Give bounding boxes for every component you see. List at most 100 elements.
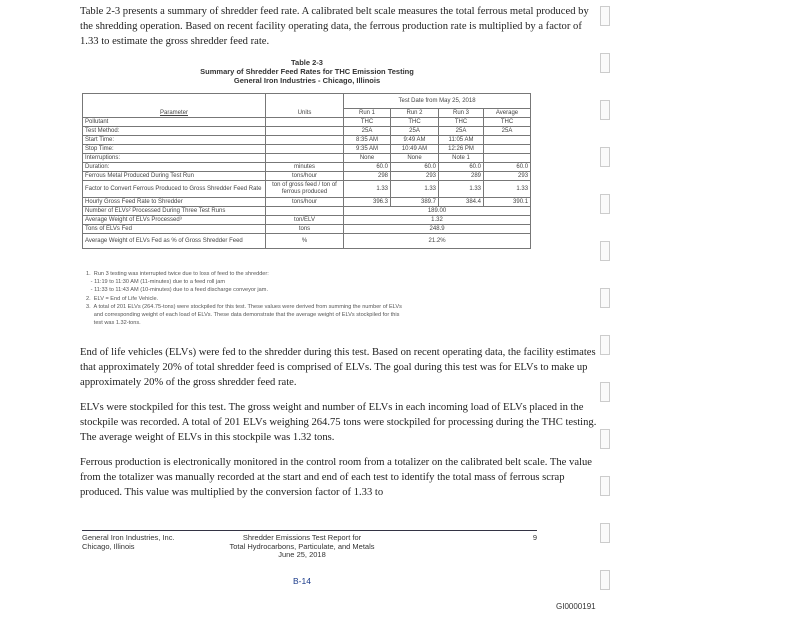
margin-marker bbox=[600, 429, 610, 449]
units-cell: tons/hour bbox=[265, 171, 344, 181]
body-paragraph: End of life vehicles (ELVs) were fed to … bbox=[80, 347, 596, 388]
value-cell: 60.0 bbox=[438, 162, 484, 172]
body-paragraph: ELVs were stockpiled for this test. The … bbox=[80, 402, 597, 443]
bates-number: GI0000191 bbox=[556, 602, 596, 611]
table-subtitle: General Iron Industries - Chicago, Illin… bbox=[233, 76, 381, 85]
value-cell: THC bbox=[438, 117, 484, 127]
value-cell: None bbox=[343, 153, 391, 163]
footnote: 3. A total of 201 ELVs (264.75-tons) wer… bbox=[86, 303, 402, 310]
parameter-cell: Stop Time: bbox=[82, 144, 266, 154]
margin-marker bbox=[600, 194, 610, 214]
table-row: Tons of ELVs Fed tons 248.9 bbox=[82, 224, 532, 234]
parameter-cell: Test Method: bbox=[82, 126, 266, 136]
margin-marker bbox=[600, 382, 610, 402]
value-cell: 9:35 AM bbox=[343, 144, 391, 154]
value-cell: 60.0 bbox=[482, 162, 532, 172]
value-cell: 25A bbox=[438, 126, 484, 136]
table-row: Average Weight of ELVs Fed as % of Gross… bbox=[82, 233, 532, 249]
parameter-cell: Ferrous Metal Produced During Test Run bbox=[82, 171, 266, 181]
units-cell bbox=[265, 144, 344, 154]
table-title: Summary of Shredder Feed Rates for THC E… bbox=[200, 67, 414, 76]
units-cell bbox=[265, 206, 344, 216]
value-cell: Note 1 bbox=[438, 153, 484, 163]
margin-marker bbox=[600, 476, 610, 496]
page-footer: General Iron Industries, Inc. Chicago, I… bbox=[82, 530, 537, 585]
header-parameter: Parameter bbox=[82, 93, 266, 118]
value-cell: 189.00 bbox=[342, 206, 532, 216]
feed-rate-table: Parameter Units Test Date from May 25, 201… bbox=[82, 93, 532, 249]
header-run: Average bbox=[482, 108, 532, 118]
margin-marker bbox=[600, 6, 610, 26]
footer-city: Chicago, Illinois bbox=[82, 541, 135, 551]
header-run: Run 2 bbox=[390, 108, 439, 118]
footer-report-title: Shredder Emissions Test Report for bbox=[242, 533, 362, 542]
value-cell: 21.2% bbox=[342, 233, 532, 249]
value-cell: 11:05 AM bbox=[438, 135, 484, 145]
margin-marker bbox=[600, 523, 610, 543]
footnote: test was 1.32-tons. bbox=[86, 320, 141, 327]
value-cell: 12:26 PM bbox=[438, 144, 484, 154]
units-cell bbox=[265, 153, 344, 163]
table-row: Start Time: 8:35 AM 9:49 AM 11:05 AM bbox=[82, 135, 532, 145]
units-cell bbox=[265, 117, 344, 127]
table-row: Duration: minutes 60.0 60.0 60.0 60.0 bbox=[82, 162, 532, 172]
header-run: Run 1 bbox=[343, 108, 391, 118]
value-cell: 60.0 bbox=[343, 162, 391, 172]
value-cell: 10:49 AM bbox=[390, 144, 439, 154]
footnote: - 11:19 to 11:30 AM (11-minutes) due to … bbox=[86, 279, 225, 286]
value-cell: THC bbox=[390, 117, 439, 127]
table-row: Test Method: 25A 25A 25A 25A bbox=[82, 126, 532, 136]
margin-marker bbox=[600, 570, 610, 590]
value-cell: 8:35 AM bbox=[343, 135, 391, 145]
page-number: 9 bbox=[532, 533, 537, 542]
table-footnotes: 1. Run 3 testing was interrupted twice d… bbox=[86, 270, 546, 327]
parameter-cell: Average Weight of ELVs Fed as % of Gross… bbox=[82, 233, 266, 249]
units-cell: tons/hour bbox=[265, 197, 344, 207]
value-cell: 1.33 bbox=[438, 180, 484, 198]
value-cell: 60.0 bbox=[390, 162, 439, 172]
units-cell: minutes bbox=[265, 162, 344, 172]
parameter-cell: Start Time: bbox=[82, 135, 266, 145]
parameter-cell: Duration: bbox=[82, 162, 266, 172]
value-cell: 25A bbox=[343, 126, 391, 136]
footnote: - 11:33 to 11:43 AM (10-minutes) due to … bbox=[86, 287, 268, 294]
header-units: Units bbox=[265, 93, 344, 118]
units-cell: tons bbox=[265, 224, 344, 234]
header-run: Run 3 bbox=[438, 108, 484, 118]
table-caption: Table 2-3 Summary of Shredder Feed Rates… bbox=[82, 58, 532, 85]
intro-paragraph: Table 2-3 presents a summary of shredder… bbox=[80, 6, 589, 47]
parameter-cell: Pollutant bbox=[82, 117, 266, 127]
value-cell: 1.33 bbox=[343, 180, 391, 198]
parameter-cell: Hourly Gross Feed Rate to Shredder bbox=[82, 197, 266, 207]
value-cell: 396.3 bbox=[343, 197, 391, 207]
footer-report-subtitle: Total Hydrocarbons, Particulate, and Met… bbox=[229, 541, 375, 551]
table-row: Factor to Convert Ferrous Produced to Gr… bbox=[82, 180, 532, 198]
table-row: Stop Time: 9:35 AM 10:49 AM 12:26 PM bbox=[82, 144, 532, 154]
margin-marker bbox=[600, 288, 610, 308]
units-cell bbox=[265, 126, 344, 136]
header-test-date: Test Date from May 25, 2018 bbox=[342, 93, 532, 109]
value-cell: 389.7 bbox=[390, 197, 439, 207]
value-cell: THC bbox=[343, 117, 391, 127]
footer-company: General Iron Industries, Inc. bbox=[82, 533, 175, 542]
value-cell bbox=[482, 153, 532, 163]
table-row: Hourly Gross Feed Rate to Shredder tons/h… bbox=[82, 197, 532, 207]
parameter-cell: Factor to Convert Ferrous Produced to Gr… bbox=[82, 180, 266, 198]
margin-marker bbox=[600, 100, 610, 120]
value-cell: 293 bbox=[390, 171, 439, 181]
parameter-cell: Number of ELVs² Processed During Three T… bbox=[82, 206, 266, 216]
body-paragraph: Ferrous production is electronically mon… bbox=[80, 457, 592, 498]
exhibit-number: B-14 bbox=[293, 576, 311, 586]
value-cell: 289 bbox=[438, 171, 484, 181]
value-cell: 1.33 bbox=[482, 180, 532, 198]
units-cell bbox=[265, 135, 344, 145]
table-row: Average Weight of ELVs Processed³ ton/ELV… bbox=[82, 215, 532, 225]
footer-date: June 25, 2018 bbox=[278, 550, 326, 559]
value-cell: 9:49 AM bbox=[390, 135, 439, 145]
footnote: 1. Run 3 testing was interrupted twice d… bbox=[86, 271, 269, 277]
value-cell: 25A bbox=[482, 126, 532, 136]
table-row: Interruptions: None None Note 1 bbox=[82, 153, 532, 163]
value-cell: None bbox=[390, 153, 439, 163]
units-cell: ton of gross feed / ton of ferrous produ… bbox=[265, 180, 344, 198]
